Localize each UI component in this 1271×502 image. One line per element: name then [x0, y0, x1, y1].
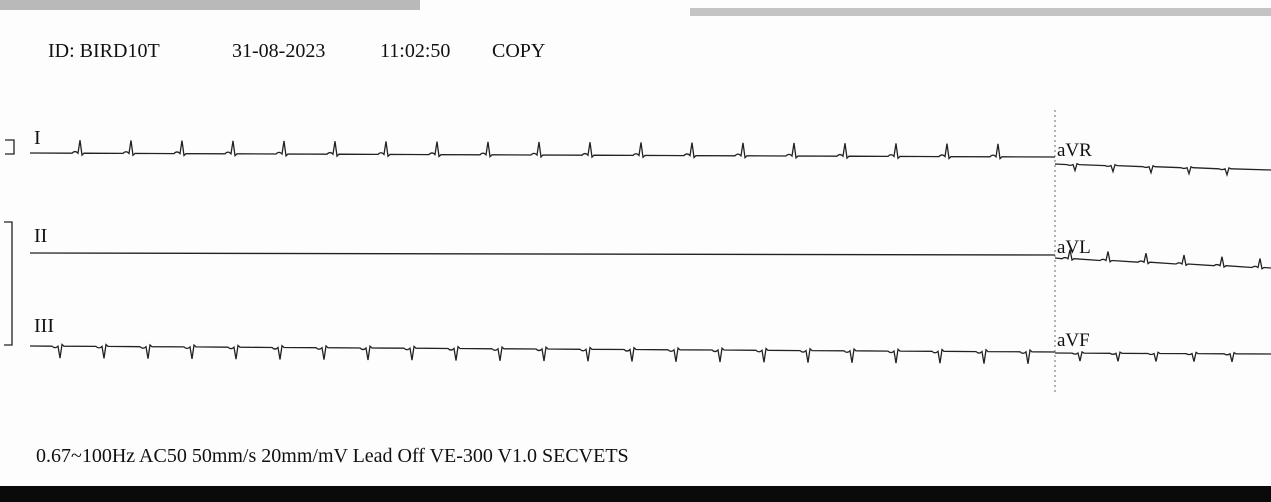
lead-label: aVL: [1057, 237, 1091, 258]
scan-shadow: [690, 8, 1271, 16]
header-copy: COPY: [492, 40, 545, 62]
scan-edge: [0, 486, 1271, 502]
scan-shadow: [0, 0, 420, 10]
ecg-trace: [29, 252, 1056, 256]
ecg-trace: [29, 343, 1056, 364]
header-time: 11:02:50: [380, 40, 450, 62]
lead-label: aVF: [1057, 330, 1090, 351]
header-date: 31-08-2023: [232, 40, 325, 62]
ecg-trace: [29, 140, 1056, 161]
lead-label: III: [34, 315, 54, 337]
ecg-traces: [29, 140, 1271, 364]
footer-settings: 0.67~100Hz AC50 50mm/s 20mm/mV Lead Off …: [36, 445, 629, 467]
calibration-bracket: [5, 139, 15, 155]
ecg-trace: [1054, 249, 1271, 270]
lead-label: II: [34, 225, 47, 247]
ecg-trace: [1054, 350, 1271, 362]
lead-label: aVR: [1057, 140, 1092, 161]
header-id: ID: BIRD10T: [48, 40, 160, 62]
ecg-trace: [1054, 162, 1271, 177]
calibration-bracket: [4, 221, 13, 346]
lead-label: I: [34, 127, 41, 149]
